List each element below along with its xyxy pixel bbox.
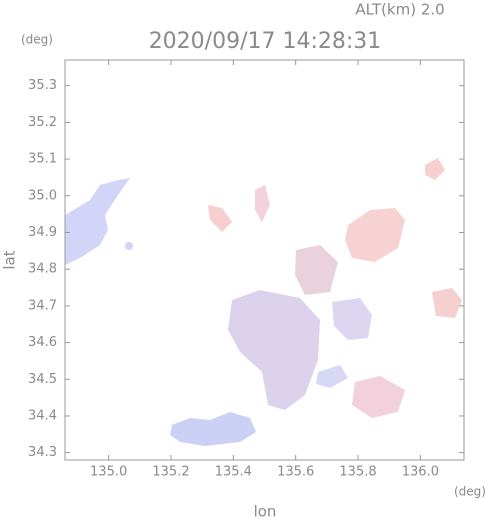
x-tick-label: 136.0 — [402, 465, 439, 480]
y-tick-label: 34.4 — [28, 408, 57, 423]
y-tick-label: 34.9 — [28, 225, 57, 240]
y-tick-label: 34.7 — [28, 298, 57, 313]
x-tick-label: 135.0 — [90, 465, 127, 480]
echo-field — [65, 158, 462, 446]
y-tick-label: 35.2 — [28, 115, 57, 130]
y-tick-label: 35.3 — [28, 78, 57, 93]
x-tick-label: 135.6 — [277, 465, 314, 480]
y-tick-label: 34.3 — [28, 445, 57, 460]
y-unit: (deg) — [21, 33, 53, 47]
x-tick-label: 135.2 — [152, 465, 189, 480]
x-tick-label: 135.8 — [339, 465, 376, 480]
y-tick-label: 35.1 — [28, 152, 57, 167]
y-tick-label: 34.6 — [28, 335, 57, 350]
chart-title: 2020/09/17 14:28:31 — [149, 29, 382, 54]
x-tick-label: 135.4 — [215, 465, 252, 480]
x-unit: (deg) — [454, 485, 486, 499]
y-tick-label: 35.0 — [28, 188, 57, 203]
annotation: ALT(km) 2.0 — [355, 1, 444, 19]
plot-frame — [64, 59, 465, 461]
x-axis-label: lon — [254, 503, 277, 521]
y-tick-label: 34.8 — [28, 262, 57, 277]
y-axis-label: lat — [1, 250, 19, 269]
y-tick-label: 34.5 — [28, 372, 57, 387]
